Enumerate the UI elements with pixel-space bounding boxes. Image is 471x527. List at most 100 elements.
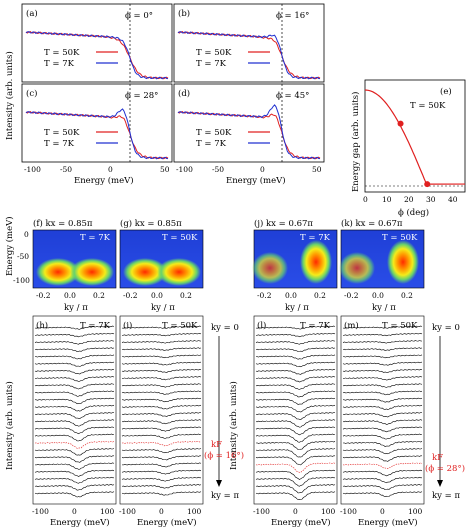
stack-xtick: 100: [408, 507, 423, 516]
gap-xticks: 0 10 20 30 40: [363, 195, 458, 204]
legend-hot-a: T = 50K: [44, 48, 80, 58]
map-panel-j: [252, 229, 338, 289]
stacked-edc-curve: [342, 368, 423, 374]
stack-i-temp: T = 50K: [162, 321, 198, 331]
map-yticks: 0 -50 -100: [13, 230, 30, 285]
stacked-edc-curve: [34, 404, 115, 412]
edc-cold-curve: [177, 104, 321, 160]
stacked-edc-curve: [255, 469, 336, 480]
stacked-edc-curve: [342, 412, 423, 418]
stacked-edc-curve: [121, 347, 202, 351]
stacked-edc-curve: [342, 383, 423, 388]
stacked-edc-curve: [255, 340, 336, 345]
edc-legend-d: T = 50K T = 7K: [196, 128, 270, 149]
stacked-edc-curve: [255, 455, 335, 466]
edc-cold-curve: [25, 108, 169, 160]
stacked-edc-curve: [34, 433, 115, 442]
stacked-edc-curve: [342, 390, 423, 396]
edc-a-letter: (a): [26, 8, 38, 19]
stack-xtick: -100: [32, 507, 49, 516]
stacked-edc-curve: [342, 426, 423, 433]
gap-letter: (e): [440, 86, 452, 97]
stacked-edc-curve: [121, 325, 202, 329]
stacked-edc-curve: [342, 361, 423, 366]
map-ytick: -100: [13, 276, 30, 285]
stack-panel-m: [340, 315, 425, 505]
stacked-edc-curve: [121, 340, 202, 344]
map-xtick: 0.0: [372, 291, 384, 300]
stack-m-temp: T = 50K: [382, 321, 418, 331]
stack-xtick: 0: [293, 507, 298, 516]
stacked-edc-curve: [121, 441, 202, 447]
stack-xtick: 100: [187, 507, 202, 516]
edc-b-letter: (b): [178, 8, 190, 19]
stacked-edc-curve: [121, 476, 201, 482]
stacked-edc-curve: [121, 433, 202, 439]
stacked-edc-curve: [342, 325, 423, 329]
map-xticks: -0.2 0.0 0.2 -0.2 0.0 0.2 -0.2 0.0 0.2 -…: [36, 291, 413, 300]
stacked-edc-curve: [34, 462, 115, 470]
stacked-edc-curve: [34, 347, 115, 353]
stacked-edc-curve: [34, 441, 115, 449]
stack-curves: [34, 325, 423, 501]
gap-xlabel: ϕ (deg): [398, 207, 429, 218]
stacked-edc-curve: [342, 397, 423, 403]
stacked-edc-curve: [342, 376, 423, 381]
stack-l-letter: (l): [257, 320, 266, 331]
stack-ylabel-right: Intensity (arb. units): [228, 381, 239, 470]
stacked-edc-curve: [255, 426, 336, 436]
stacked-edc-curve: [121, 412, 202, 417]
map-xtick: -0.2: [123, 291, 138, 300]
legend-cold-d: T = 7K: [196, 139, 227, 149]
map-xtick: -0.2: [344, 291, 359, 300]
stacked-edc-curve: [255, 419, 336, 428]
edc-curves: [25, 4, 321, 162]
stacked-edc-curve: [34, 397, 115, 405]
legend-hot-b: T = 50K: [196, 48, 232, 58]
gap-line: [364, 89, 466, 185]
stack-m-letter: (m): [344, 320, 359, 331]
stacked-edc-curve: [255, 462, 336, 473]
map-xlabel-k: ky / π: [372, 303, 396, 313]
edc-a-phi: ϕ = 0°: [125, 11, 153, 21]
stack-xtick: 100: [100, 507, 115, 516]
map-ytick: -50: [17, 252, 29, 261]
ky-zero-right: ky = 0: [432, 323, 460, 333]
stacked-edc-curve: [34, 390, 115, 397]
stacked-edc-curve: [121, 462, 202, 468]
map-panel-f: [32, 229, 117, 289]
stack-xlabel-m: Energy (meV): [358, 517, 418, 527]
stack-annotation-left: ky = 0 ky = π kF (ϕ = 16°): [204, 323, 244, 501]
map-k-temp: T = 50K: [382, 233, 418, 243]
legend-cold-c: T = 7K: [44, 139, 75, 149]
map-ylabel: Energy (meV): [4, 216, 15, 276]
stacked-edc-curve: [255, 376, 336, 383]
stacked-edc-curve: [121, 448, 202, 454]
stacked-edc-curve: [34, 426, 115, 435]
edc-d-phi: ϕ = 45°: [276, 91, 309, 101]
stack-xtick: -100: [340, 507, 357, 516]
edc-xtick: -50: [212, 165, 224, 174]
stacked-edc-curve: [255, 441, 336, 451]
stacked-edc-curve: [34, 455, 114, 463]
edc-panel-b: [173, 3, 325, 83]
map-k-header: (k) kx = 0.67π: [341, 218, 403, 229]
map-xtick: -0.2: [257, 291, 272, 300]
stacked-edc-curve: [34, 419, 115, 427]
edc-xticks-left: -100 -50 0 50: [24, 165, 170, 174]
stacked-edc-curve: [342, 347, 423, 351]
gap-xtick: 20: [404, 195, 414, 204]
stacked-edc-curve: [34, 325, 115, 330]
stacked-edc-curve: [255, 448, 336, 458]
edc-panel-a: [21, 3, 173, 83]
stacked-edc-curve: [342, 455, 422, 462]
map-xlabel-j: ky / π: [285, 303, 309, 313]
map-g-header: (g) kx = 0.85π: [120, 218, 182, 229]
stacked-edc-curve: [121, 368, 202, 373]
edc-xtick: -100: [24, 165, 41, 174]
kf-phi-right: (ϕ = 28°): [425, 463, 465, 474]
map-xtick: 0.0: [64, 291, 76, 300]
edc-legend-c: T = 50K T = 7K: [44, 128, 118, 149]
ky-pi-left: ky = π: [211, 491, 239, 501]
map-xtick: 0.2: [314, 291, 326, 300]
